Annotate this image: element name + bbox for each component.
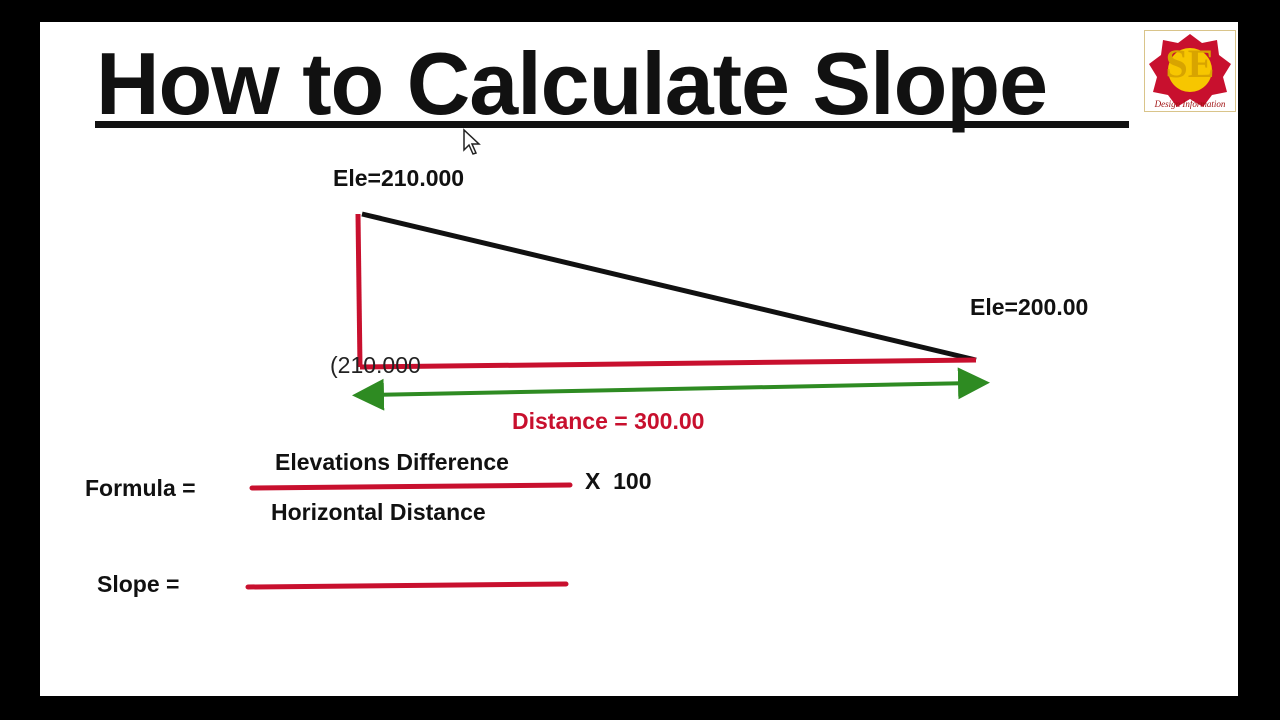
- formula-denominator: Horizontal Distance: [271, 499, 486, 525]
- logo-badge-icon: [1149, 34, 1231, 107]
- formula-multiplier: X 100: [585, 468, 652, 494]
- pointer-arrow-icon: [462, 128, 482, 161]
- logo-letters: SE: [1165, 41, 1215, 86]
- slide: How to Calculate Slope SE Design Informa…: [40, 22, 1238, 696]
- title-underline: [95, 121, 1129, 128]
- distance-label: Distance = 300.00: [512, 408, 705, 434]
- hypotenuse-line: [361, 211, 977, 363]
- distance-arrow: [352, 367, 990, 411]
- base-leg-line: [359, 357, 977, 370]
- slope-diagram: [245, 211, 990, 590]
- formula-fraction-line: [249, 482, 573, 491]
- formula-label: Formula =: [85, 475, 196, 501]
- logo: SE Design Information: [1144, 30, 1236, 112]
- slope-fraction-line: [245, 581, 569, 590]
- formula-numerator: Elevations Difference: [275, 449, 509, 475]
- right-elevation-label: Ele=200.00: [970, 294, 1089, 320]
- left-base-label: (210.000: [330, 352, 421, 378]
- top-elevation-label: Ele=210.000: [333, 165, 465, 191]
- page-title: How to Calculate Slope: [96, 34, 1048, 133]
- vertical-leg-line: [355, 213, 363, 368]
- logo-subtitle: Design Information: [1154, 99, 1226, 109]
- slope-label: Slope =: [97, 571, 180, 597]
